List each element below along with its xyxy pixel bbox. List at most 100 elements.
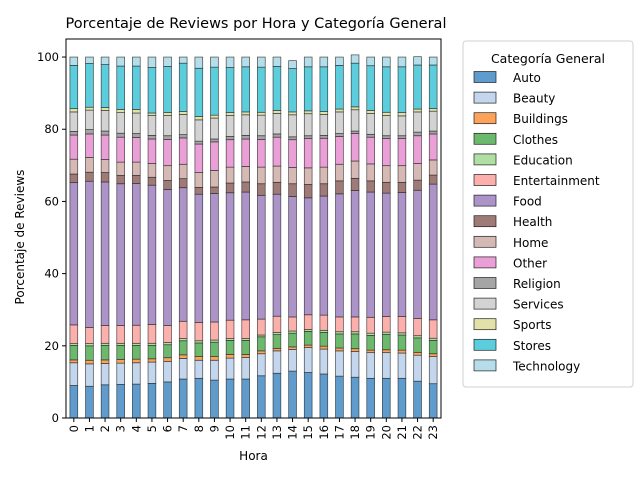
- bar-segment-health-hour-6: [163, 180, 172, 190]
- bar-segment-food-hour-16: [319, 195, 329, 316]
- bar-segment-beauty-hour-7: [178, 358, 188, 380]
- bar-segment-religion-hour-20: [382, 135, 391, 139]
- x-tick-label: 17: [332, 425, 346, 440]
- bar-segment-stores-hour-20: [382, 66, 391, 113]
- bar-segment-sports-hour-3: [116, 109, 125, 113]
- bar-segment-health-hour-2: [100, 172, 110, 183]
- bar-segment-other-hour-14: [288, 139, 297, 168]
- bar-segment-sports-hour-4: [132, 109, 141, 114]
- bar-segment-sports-hour-16: [319, 111, 329, 115]
- bar-segment-beauty-hour-19: [366, 352, 375, 379]
- bar-segment-clothes-hour-11: [241, 340, 250, 355]
- bar-segment-buildings-hour-1: [85, 359, 94, 365]
- bar-segment-home-hour-23: [428, 159, 438, 176]
- bar-segment-services-hour-13: [272, 113, 282, 135]
- bar-segment-sports-hour-15: [303, 110, 313, 115]
- bar-segment-home-hour-20: [382, 165, 391, 183]
- legend-label-sports: Sports: [513, 318, 551, 332]
- bar-segment-other-hour-6: [163, 138, 172, 167]
- bar-segment-entertainment-hour-19: [366, 316, 375, 334]
- x-tick-label: 0: [67, 425, 81, 432]
- legend-label-health: Health: [513, 215, 552, 229]
- bar-segment-religion-hour-13: [272, 133, 282, 138]
- bar-segment-beauty-hour-20: [382, 352, 391, 379]
- bar-segment-beauty-hour-17: [335, 350, 344, 377]
- bar-segment-clothes-hour-10: [225, 340, 235, 355]
- bar-segment-health-hour-4: [132, 175, 141, 184]
- bar-segment-other-hour-2: [100, 134, 110, 160]
- bar-segment-stores-hour-11: [241, 66, 250, 113]
- bar-segment-services-hour-15: [303, 113, 313, 137]
- x-tick-label: 5: [145, 425, 159, 432]
- y-tick-label: 0: [52, 411, 59, 425]
- bar-segment-food-hour-15: [303, 197, 313, 316]
- bar-segment-buildings-hour-5: [147, 358, 157, 363]
- bar-segment-auto-hour-9: [210, 379, 219, 419]
- bar-segment-religion-hour-1: [85, 129, 94, 135]
- bar-segment-services-hour-8: [194, 119, 204, 142]
- x-tick-label: 16: [317, 425, 331, 440]
- bar-segment-services-hour-11: [241, 114, 250, 136]
- bar-segment-health-hour-12: [257, 183, 266, 196]
- legend-swatch-services: [473, 297, 497, 310]
- bar-segment-stores-hour-2: [100, 64, 110, 108]
- bar-segment-technology-hour-9: [210, 56, 219, 68]
- bar-segment-entertainment-hour-12: [257, 318, 266, 336]
- legend-swatch-clothes: [473, 132, 497, 145]
- x-tick-label: 23: [426, 425, 440, 440]
- x-tick-label: 7: [176, 425, 190, 432]
- legend-label-services: Services: [513, 298, 564, 312]
- bar-segment-religion-hour-6: [163, 135, 172, 140]
- bar-segment-technology-hour-6: [163, 56, 172, 67]
- bar-segment-sports-hour-23: [428, 108, 438, 112]
- bar-segment-home-hour-18: [350, 160, 360, 179]
- bar-segment-entertainment-hour-15: [303, 314, 313, 330]
- bar-segment-stores-hour-6: [163, 66, 172, 113]
- bar-segment-beauty-hour-6: [163, 360, 172, 383]
- bar-segment-services-hour-3: [116, 112, 125, 134]
- bar-segment-entertainment-hour-20: [382, 316, 391, 333]
- bar-segment-buildings-hour-19: [366, 349, 375, 354]
- x-tick-label: 18: [348, 425, 362, 440]
- bar-segment-clothes-hour-12: [257, 336, 266, 352]
- bar-segment-services-hour-2: [100, 110, 110, 132]
- bar-segment-home-hour-4: [132, 161, 141, 176]
- bar-segment-services-hour-16: [319, 114, 329, 136]
- bar-segment-services-hour-7: [178, 114, 188, 136]
- bar-segment-services-hour-12: [257, 114, 266, 137]
- bar-segment-other-hour-20: [382, 138, 391, 167]
- bar-segment-home-hour-2: [100, 159, 110, 173]
- bar-segment-technology-hour-10: [225, 56, 235, 68]
- bar-segment-stores-hour-1: [85, 63, 94, 108]
- bar-segment-other-hour-13: [272, 136, 282, 167]
- bar-segment-other-hour-5: [147, 138, 157, 164]
- bar-segment-stores-hour-16: [319, 66, 329, 112]
- bar-segment-religion-hour-9: [210, 138, 219, 143]
- bar-segment-sports-hour-20: [382, 111, 391, 116]
- bar-segment-services-hour-14: [288, 114, 297, 138]
- legend-label-entertainment: Entertainment: [513, 174, 600, 188]
- bar-segment-stores-hour-3: [116, 65, 125, 110]
- bar-segment-home-hour-9: [210, 170, 219, 188]
- bar-segment-auto-hour-1: [85, 385, 94, 419]
- bar-segment-technology-hour-5: [147, 56, 157, 68]
- bar-segment-home-hour-15: [303, 167, 313, 185]
- bar-segment-clothes-hour-22: [413, 337, 422, 353]
- bar-segment-buildings-hour-14: [288, 346, 297, 350]
- bar-segment-technology-hour-14: [288, 60, 297, 69]
- bar-segment-technology-hour-1: [85, 56, 94, 64]
- bar-segment-health-hour-5: [147, 176, 157, 186]
- bar-segment-home-hour-19: [366, 163, 375, 182]
- bar-segment-beauty-hour-13: [272, 350, 282, 374]
- bar-segment-services-hour-18: [350, 109, 360, 132]
- bar-segment-sports-hour-1: [85, 106, 94, 111]
- x-tick-label: 19: [364, 425, 378, 440]
- bar-segment-sports-hour-9: [210, 114, 219, 119]
- bar-segment-entertainment-hour-22: [413, 318, 422, 337]
- bar-segment-services-hour-4: [132, 112, 141, 134]
- x-tick-label: 3: [114, 425, 128, 432]
- bar-segment-religion-hour-23: [428, 130, 438, 135]
- bar-segment-sports-hour-2: [100, 107, 110, 111]
